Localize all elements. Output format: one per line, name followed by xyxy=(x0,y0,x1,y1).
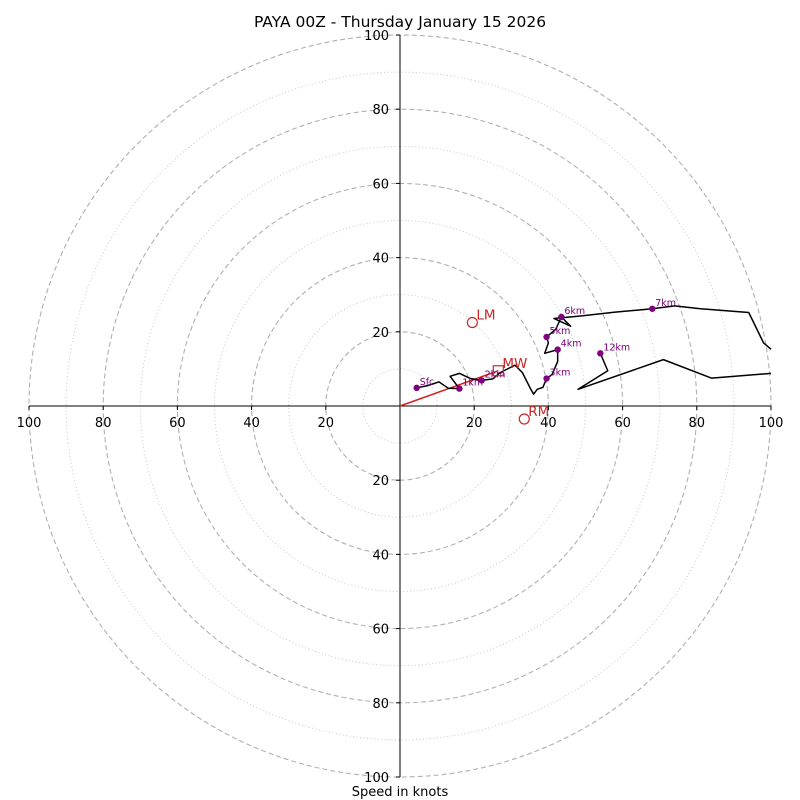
level-label-7km: 7km xyxy=(655,298,676,309)
level-label-sfc: Sfc xyxy=(420,377,435,388)
y-tick-label: 100 xyxy=(364,771,389,786)
storm-motion-group: LM MW RM xyxy=(466,308,549,425)
level-label-1km: 1km xyxy=(462,378,483,389)
storm-label-rm: RM xyxy=(528,404,549,420)
level-label-2km: 2km xyxy=(485,369,506,380)
level-point-3km xyxy=(543,375,550,382)
x-tick-label: 100 xyxy=(17,416,42,431)
level-point-7km xyxy=(649,305,656,312)
level-point-5km xyxy=(543,333,550,341)
storm-marker-rm xyxy=(518,413,530,425)
x-tick-label: 60 xyxy=(614,416,631,431)
level-label-4km: 4km xyxy=(561,339,582,350)
wind-profile-group xyxy=(416,305,772,395)
level-point-6km xyxy=(558,313,565,321)
storm-label-lm: LM xyxy=(476,308,495,324)
chart-title: PAYA 00Z - Thursday January 15 2026 xyxy=(254,13,546,31)
y-tick-label: 80 xyxy=(372,103,389,118)
wind-profile-line xyxy=(416,305,772,395)
x-tick-label: 40 xyxy=(540,416,557,431)
storm-marker-lm xyxy=(466,316,478,329)
y-tick-label: 40 xyxy=(372,548,389,563)
level-point-1km xyxy=(456,385,463,392)
level-label-12km: 12km xyxy=(603,342,630,353)
y-tick-label: 80 xyxy=(372,697,389,712)
level-point-4km xyxy=(554,346,561,353)
level-point-sfc xyxy=(413,384,420,392)
level-label-6km: 6km xyxy=(564,306,585,317)
y-tick-label: 40 xyxy=(372,252,389,267)
y-tick-label: 60 xyxy=(372,177,389,192)
y-tick-label: 60 xyxy=(372,623,389,638)
y-tick-label: 20 xyxy=(372,474,389,489)
tick-labels: 100 80 60 40 20 20 40 60 80 100 100 80 60 40 20 20 40 60 8… xyxy=(17,29,784,786)
x-tick-label: 100 xyxy=(759,416,784,431)
y-tick-label: 20 xyxy=(372,326,389,341)
x-tick-label: 80 xyxy=(95,416,112,431)
x-tick-label: 40 xyxy=(243,416,260,431)
x-tick-label: 20 xyxy=(466,416,483,431)
x-tick-label: 20 xyxy=(318,416,335,431)
wind-profile-upper-line xyxy=(577,353,772,391)
storm-label-mw: MW xyxy=(502,356,527,372)
level-point-2km xyxy=(478,377,485,384)
x-axis-label: Speed in knots xyxy=(352,785,449,800)
x-tick-label: 60 xyxy=(169,416,186,431)
storm-marker-mw xyxy=(492,365,504,377)
x-tick-label: 80 xyxy=(689,416,706,431)
level-point-12km xyxy=(597,350,604,357)
y-tick-label: 100 xyxy=(364,29,389,44)
level-label-5km: 5km xyxy=(550,326,571,337)
level-label-3km: 3km xyxy=(550,368,571,379)
